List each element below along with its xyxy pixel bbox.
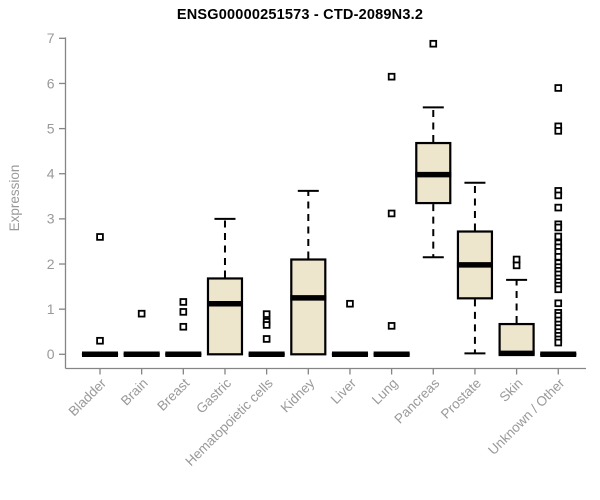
boxplot-kidney	[290, 189, 327, 356]
x-category-label: Kidney	[278, 375, 318, 415]
x-category-label: Skin	[497, 376, 526, 405]
boxplot-prostate	[456, 181, 494, 355]
outlier-point	[554, 127, 563, 135]
y-tick-label: 3	[47, 211, 55, 227]
outlier-point	[554, 191, 563, 200]
outlier-point	[512, 255, 521, 264]
boxplot-skin	[498, 255, 535, 357]
outlier-point	[262, 335, 271, 343]
boxplot-bladder	[81, 233, 119, 358]
outlier-point	[387, 322, 396, 330]
x-category-label: Lung	[369, 376, 401, 408]
outlier-point	[346, 299, 354, 308]
boxplot-gastric	[206, 217, 244, 356]
outlier-point	[387, 209, 396, 218]
x-category-label: Pancreas	[391, 375, 442, 426]
boxplot-breast	[165, 298, 202, 358]
outlier-point	[96, 233, 104, 241]
outlier-point	[96, 336, 104, 345]
outlier-point	[554, 84, 563, 92]
outlier-point	[554, 232, 563, 241]
outlier-point	[554, 299, 563, 308]
chart-title: ENSG00000251573 - CTD-2089N3.2	[176, 7, 424, 23]
y-tick-label: 2	[47, 256, 55, 272]
boxplot-unknown-other	[540, 84, 577, 358]
x-category-label: Prostate	[438, 376, 484, 422]
outlier-point	[554, 252, 563, 261]
iqr-box	[206, 277, 244, 356]
outlier-point	[554, 223, 563, 232]
boxplot-hematopoietic-cells	[248, 310, 285, 358]
outlier-point	[179, 308, 188, 316]
y-tick-label: 7	[47, 30, 55, 46]
x-category-label: Gastric	[193, 375, 234, 416]
iqr-box	[290, 258, 327, 356]
boxplot-lung	[373, 72, 410, 358]
outlier-point	[429, 39, 438, 48]
y-tick-label: 4	[47, 166, 55, 182]
iqr-box	[498, 322, 535, 356]
outlier-point	[387, 72, 396, 81]
x-category-label: Bladder	[66, 375, 110, 419]
y-tick-label: 5	[47, 120, 55, 136]
x-category-label: Brain	[118, 376, 151, 409]
outlier-point	[554, 338, 563, 347]
boxplot-liver	[331, 299, 369, 358]
outlier-point	[262, 310, 271, 318]
x-category-label: Unknown / Other	[485, 375, 568, 458]
y-tick-label: 6	[47, 75, 55, 91]
outlier-point	[137, 309, 146, 318]
y-tick-label: 0	[47, 346, 55, 362]
x-category-label: Liver	[328, 375, 360, 407]
boxplot-brain	[123, 309, 160, 358]
boxplot-pancreas	[415, 39, 452, 259]
outlier-point	[262, 321, 271, 329]
outlier-point	[554, 285, 563, 294]
outlier-point	[179, 322, 188, 331]
x-category-label: Breast	[154, 375, 192, 413]
y-tick-label: 1	[47, 301, 55, 317]
outlier-point	[179, 298, 188, 306]
outlier-point	[512, 261, 521, 270]
outlier-point	[554, 203, 563, 212]
